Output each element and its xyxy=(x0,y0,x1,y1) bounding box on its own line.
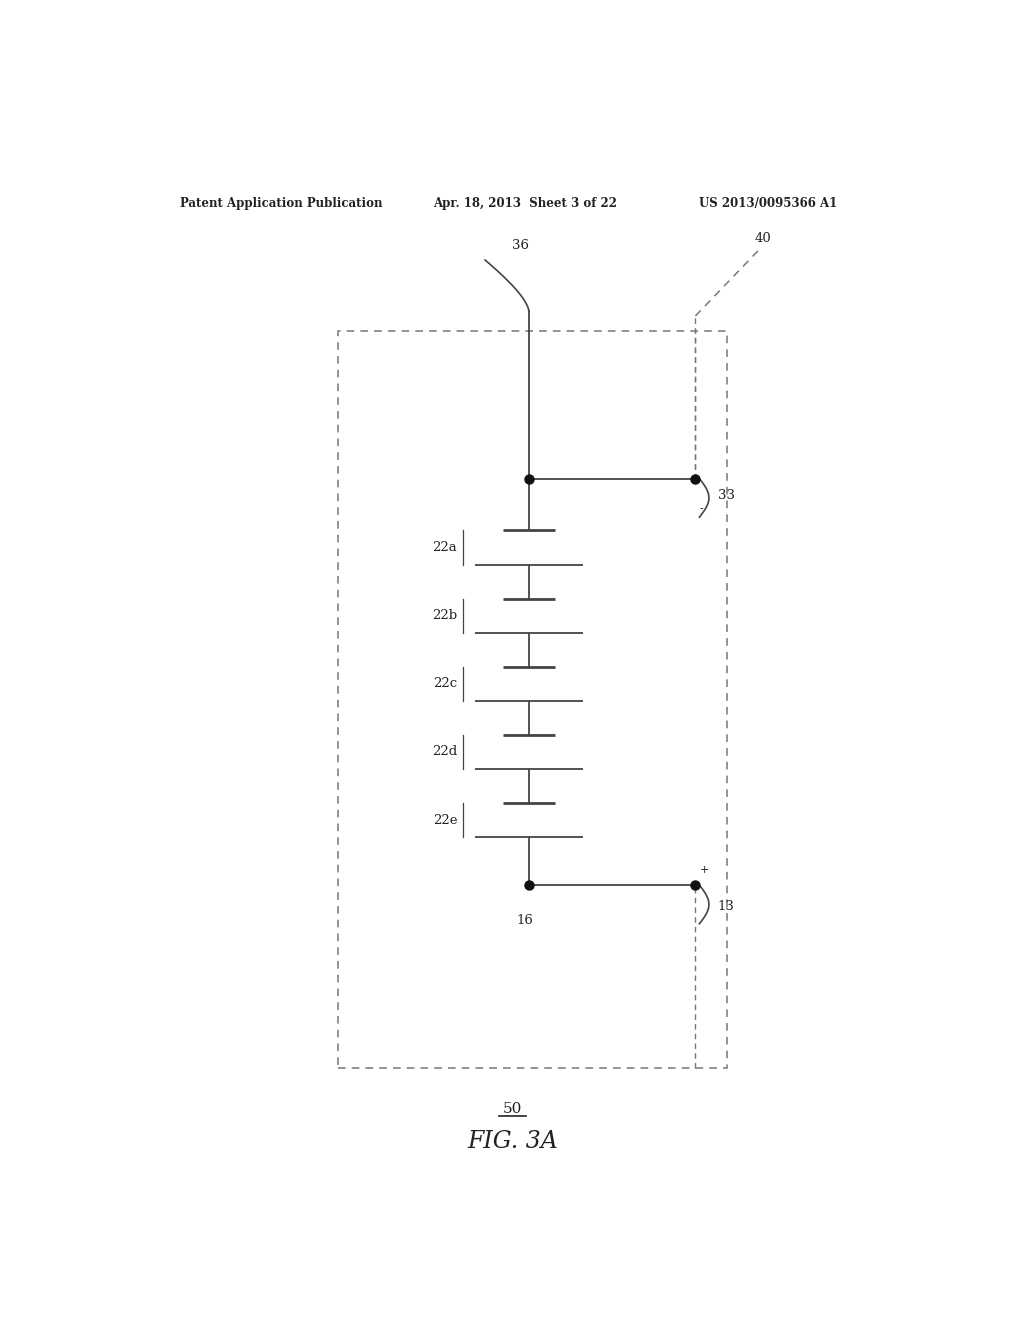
Text: 13: 13 xyxy=(718,900,734,913)
Text: 22a: 22a xyxy=(432,541,458,554)
Text: -: - xyxy=(699,504,703,513)
Bar xyxy=(338,331,727,1068)
Text: US 2013/0095366 A1: US 2013/0095366 A1 xyxy=(699,197,838,210)
Text: 22d: 22d xyxy=(432,746,458,759)
Text: 33: 33 xyxy=(718,488,734,502)
Text: 22c: 22c xyxy=(433,677,458,690)
Text: 50: 50 xyxy=(503,1102,522,1115)
Text: 22b: 22b xyxy=(432,610,458,622)
Text: +: + xyxy=(699,865,709,875)
Text: 40: 40 xyxy=(755,232,772,244)
Text: FIG. 3A: FIG. 3A xyxy=(468,1130,558,1152)
Text: Patent Application Publication: Patent Application Publication xyxy=(179,197,382,210)
Text: 16: 16 xyxy=(516,913,534,927)
Text: 22e: 22e xyxy=(433,813,458,826)
Text: 36: 36 xyxy=(512,239,529,252)
Text: Apr. 18, 2013  Sheet 3 of 22: Apr. 18, 2013 Sheet 3 of 22 xyxy=(433,197,617,210)
